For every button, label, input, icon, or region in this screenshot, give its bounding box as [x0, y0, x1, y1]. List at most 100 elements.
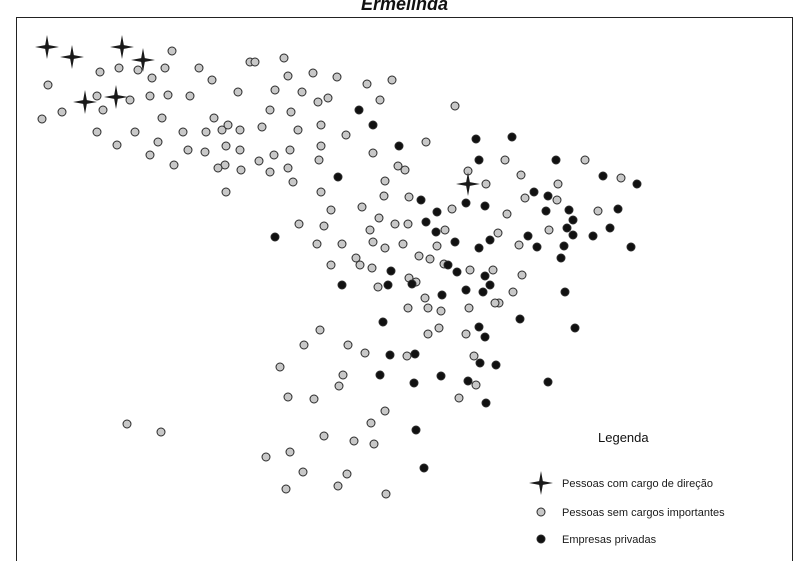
black-point	[480, 271, 490, 281]
grey-point	[342, 469, 352, 479]
black-point	[474, 322, 484, 332]
black-point	[485, 235, 495, 245]
grey-point	[379, 191, 389, 201]
grey-point	[98, 105, 108, 115]
grey-point	[169, 160, 179, 170]
grey-point	[261, 452, 271, 462]
grey-point	[553, 179, 563, 189]
grey-point	[114, 63, 124, 73]
grey-point	[235, 145, 245, 155]
black-point	[626, 242, 636, 252]
grey-point	[423, 329, 433, 339]
grey-point	[432, 241, 442, 251]
black-point	[481, 398, 491, 408]
legend-items: Pessoas com cargo de direção Pessoas sem …	[529, 471, 725, 546]
grey-point	[465, 265, 475, 275]
grey-point	[133, 65, 143, 75]
grey-point	[373, 282, 383, 292]
black-point	[354, 105, 364, 115]
grey-point	[440, 225, 450, 235]
grey-point	[288, 177, 298, 187]
chart-title: Ermelinda	[360, 0, 449, 14]
grey-point	[380, 406, 390, 416]
black-point	[541, 206, 551, 216]
grey-point	[147, 73, 157, 83]
star-point	[104, 85, 128, 109]
black-point	[556, 253, 566, 263]
grey-point	[201, 127, 211, 137]
black-point	[480, 332, 490, 342]
black-point	[478, 287, 488, 297]
legend-label: Pessoas com cargo de direção	[562, 478, 713, 490]
grey-point	[420, 293, 430, 303]
grey-point	[360, 348, 370, 358]
black-point	[411, 425, 421, 435]
grey-point	[213, 163, 223, 173]
black-point	[559, 241, 569, 251]
black-point	[385, 350, 395, 360]
grey-point	[283, 163, 293, 173]
grey-point	[398, 239, 408, 249]
grey-point	[236, 165, 246, 175]
grey-point	[520, 193, 530, 203]
black-point	[568, 215, 578, 225]
grey-point	[326, 205, 336, 215]
grey-point	[217, 125, 227, 135]
grey-point	[125, 95, 135, 105]
grey-point	[157, 113, 167, 123]
grey-point	[319, 221, 329, 231]
legend-item: Pessoas com cargo de direção	[529, 471, 713, 495]
grey-point	[122, 419, 132, 429]
grey-point	[156, 427, 166, 437]
grey-point	[434, 323, 444, 333]
black-point	[409, 378, 419, 388]
grey-point	[365, 225, 375, 235]
grey-point	[393, 161, 403, 171]
grey-point	[517, 270, 527, 280]
black-point	[450, 237, 460, 247]
grey-point	[200, 147, 210, 157]
black-point	[333, 172, 343, 182]
black-point	[485, 280, 495, 290]
black-point	[491, 360, 501, 370]
legend-star-icon	[529, 471, 553, 495]
star-point	[110, 35, 134, 59]
grey-point	[351, 253, 361, 263]
grey-point	[481, 179, 491, 189]
grey-point	[450, 101, 460, 111]
grey-point	[167, 46, 177, 56]
grey-point	[265, 105, 275, 115]
black-point	[419, 463, 429, 473]
black-point	[529, 187, 539, 197]
grey-point	[283, 71, 293, 81]
grey-point	[502, 209, 512, 219]
legend-label: Empresas privadas	[562, 534, 657, 546]
grey-point	[221, 141, 231, 151]
grey-point	[402, 351, 412, 361]
grey-point	[312, 239, 322, 249]
grey-point	[390, 219, 400, 229]
black-point	[436, 371, 446, 381]
grey-point	[375, 95, 385, 105]
grey-point	[357, 202, 367, 212]
grey-point	[367, 263, 377, 273]
grey-point	[381, 489, 391, 499]
grey-point	[343, 340, 353, 350]
grey-point	[316, 141, 326, 151]
black-point	[570, 323, 580, 333]
grey-point	[341, 130, 351, 140]
grey-point	[423, 303, 433, 313]
black-point	[474, 155, 484, 165]
grey-point	[414, 251, 424, 261]
black-point	[480, 201, 490, 211]
grey-point	[369, 439, 379, 449]
plot-marks	[35, 35, 642, 499]
grey-point	[469, 351, 479, 361]
grey-point	[254, 156, 264, 166]
black-point	[560, 287, 570, 297]
black-point	[337, 280, 347, 290]
grey-point	[153, 137, 163, 147]
grey-point	[552, 195, 562, 205]
grey-point	[265, 167, 275, 177]
